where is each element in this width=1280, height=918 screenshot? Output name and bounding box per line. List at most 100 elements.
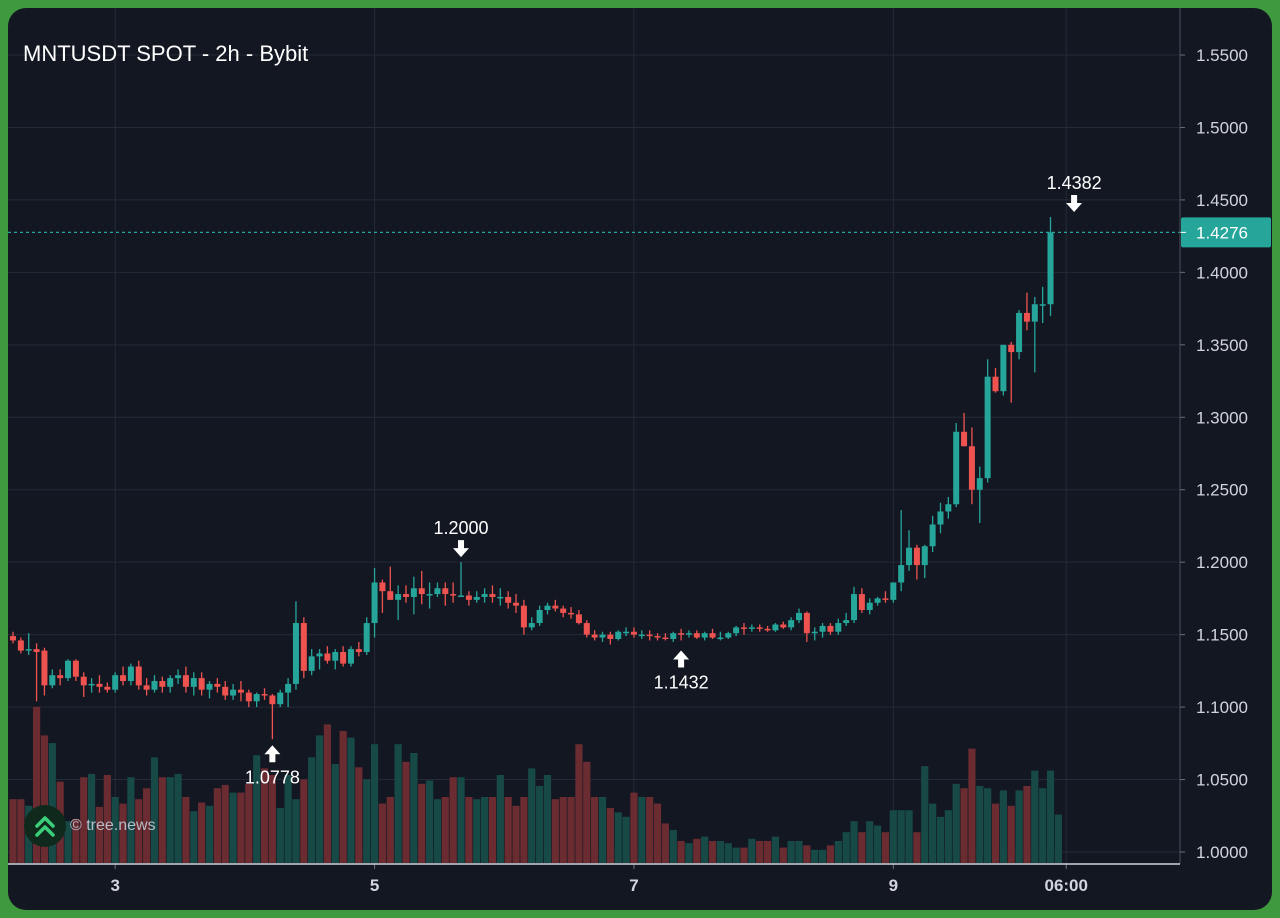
volume-bar <box>198 802 206 863</box>
candle-body <box>725 633 732 638</box>
candle-body <box>874 598 881 603</box>
volume-bar <box>1023 786 1031 863</box>
volume-bar <box>936 816 945 863</box>
volume-bar <box>858 832 866 863</box>
volume-bar <box>803 845 811 863</box>
candle <box>583 620 590 638</box>
candle <box>300 617 307 679</box>
volume-bar <box>245 783 253 863</box>
candle-body <box>434 588 441 595</box>
volume-bar <box>960 788 968 863</box>
candle-body <box>10 636 16 641</box>
candle <box>355 641 362 657</box>
candle-body <box>72 660 79 677</box>
candle <box>968 427 975 505</box>
candle-body <box>465 595 472 600</box>
candle-body <box>332 652 339 661</box>
volume-bar <box>88 773 96 863</box>
candle <box>646 630 653 641</box>
watermark: © tree.news <box>24 804 156 848</box>
candle <box>340 646 347 667</box>
candle-body <box>120 675 127 682</box>
candle <box>277 689 284 708</box>
candle <box>10 631 16 644</box>
volume-bar <box>1054 814 1062 863</box>
candle-body <box>190 678 197 687</box>
candle-body <box>890 582 897 600</box>
candle-body <box>953 431 960 505</box>
price-annotations: 1.0778 1.2000 1.1432 1.4382 <box>245 173 1102 787</box>
candle-body <box>104 686 111 690</box>
candle-body <box>599 634 606 638</box>
x-tick-label: 9 <box>889 876 898 895</box>
y-tick-label: 1.2500 <box>1196 481 1248 500</box>
candle <box>906 530 913 571</box>
volume-bar <box>991 803 1000 863</box>
last-price-tag <box>1181 217 1271 248</box>
volume-bar <box>331 764 339 863</box>
volume-bar <box>976 786 984 863</box>
candle <box>811 627 818 641</box>
candle <box>623 627 630 637</box>
candle-body <box>198 678 205 690</box>
candle-body <box>489 594 496 597</box>
volume-bar <box>614 812 622 863</box>
volume-bar <box>174 773 182 863</box>
volume-bar <box>763 841 772 863</box>
candle-body <box>992 376 999 392</box>
annotation-label: 1.1432 <box>654 672 709 692</box>
volume-bar <box>182 797 190 863</box>
candle <box>740 623 747 635</box>
candle <box>434 582 441 597</box>
candle <box>379 579 386 613</box>
volume-bar <box>205 805 214 863</box>
candle-body <box>222 686 229 696</box>
volume-bar <box>72 819 80 863</box>
volume-bar <box>418 783 426 863</box>
volume-bar <box>253 755 261 863</box>
candle <box>984 359 991 483</box>
candle-body <box>340 652 347 664</box>
candle-body <box>96 683 103 687</box>
volume-bar <box>488 797 497 863</box>
volume-bar <box>795 841 803 863</box>
candle-body <box>646 634 653 637</box>
volume-bar <box>441 797 449 863</box>
candle <box>127 663 134 686</box>
candle <box>552 599 559 612</box>
volume-bar <box>520 797 528 863</box>
volume-bar <box>826 845 835 863</box>
volume-bar <box>905 810 913 863</box>
candle <box>198 672 205 696</box>
candle-body <box>528 623 535 628</box>
volume-bar <box>339 731 347 863</box>
candle <box>285 678 292 708</box>
x-tick-label: 3 <box>110 876 119 895</box>
candle <box>717 631 724 641</box>
candle <box>41 647 48 696</box>
candle-body <box>513 602 520 606</box>
candle <box>858 588 865 613</box>
candle-body <box>17 640 24 651</box>
candle <box>528 617 535 631</box>
candle-body <box>253 694 260 702</box>
candle <box>913 544 920 580</box>
candle-body <box>827 625 834 632</box>
candle-body <box>41 650 48 686</box>
volume-bar <box>944 810 952 863</box>
volume-bar <box>457 777 465 863</box>
candle-body <box>898 565 905 583</box>
candle <box>237 681 244 702</box>
candle-body <box>520 605 527 628</box>
candle-body <box>937 511 944 525</box>
candle-body <box>135 666 142 686</box>
candle-body <box>670 633 677 639</box>
volume-bar <box>850 821 858 863</box>
volume-bar <box>433 799 442 863</box>
candle <box>261 688 268 700</box>
volume-bar <box>740 847 748 863</box>
candle <box>630 627 637 638</box>
candle-body <box>678 633 685 635</box>
candle <box>182 666 189 693</box>
